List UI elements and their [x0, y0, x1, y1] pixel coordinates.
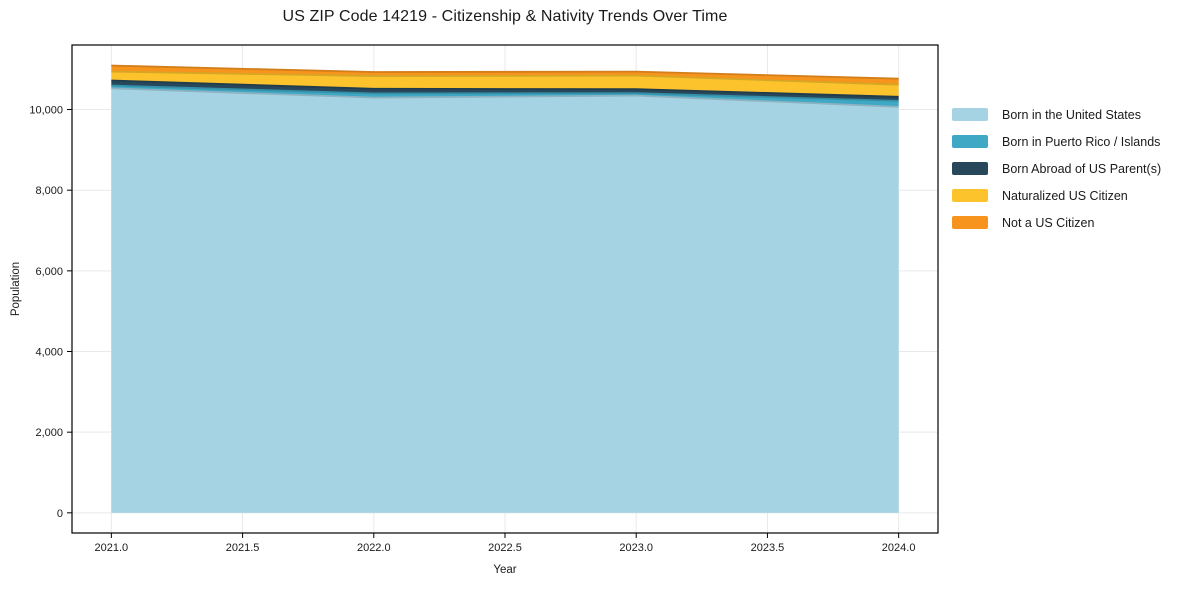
y-tick-label: 4,000: [35, 347, 63, 359]
x-tick-label: 2022.5: [488, 542, 522, 554]
y-tick-label: 0: [57, 508, 63, 520]
area-edge-series-2: [111, 79, 899, 98]
legend-swatch-icon: [952, 108, 988, 121]
legend-item-0: Born in the United States: [952, 101, 1161, 128]
area-series-2: [111, 80, 899, 101]
x-tick-label: 2022.0: [357, 542, 391, 554]
y-axis-label: Population: [10, 261, 22, 317]
y-tick-label: 10,000: [29, 105, 63, 117]
x-tick-label: 2023.0: [619, 542, 653, 554]
x-tick-label: 2021.5: [226, 542, 260, 554]
legend-swatch-icon: [952, 216, 988, 229]
area-edge-series-1: [111, 84, 899, 102]
legend-swatch-icon: [952, 189, 988, 202]
y-tick-label: 6,000: [35, 266, 63, 278]
area-edge-series-3: [111, 70, 899, 86]
area-series-0: [111, 88, 899, 513]
y-tick-label: 2,000: [35, 427, 63, 439]
legend-item-2: Born Abroad of US Parent(s): [952, 155, 1161, 182]
legend-label: Born in Puerto Rico / Islands: [1002, 134, 1161, 149]
chart-title: US ZIP Code 14219 - Citizenship & Nativi…: [282, 8, 728, 25]
legend-item-4: Not a US Citizen: [952, 209, 1161, 236]
x-tick-label: 2023.5: [751, 542, 785, 554]
area-edge-series-0: [111, 87, 899, 108]
legend-label: Born Abroad of US Parent(s): [1002, 161, 1162, 176]
area-edge-series-4: [111, 64, 899, 80]
legend: Born in the United States Born in Puerto …: [952, 101, 1161, 236]
x-tick-label: 2024.0: [882, 542, 916, 554]
legend-swatch-icon: [952, 162, 988, 175]
legend-label: Naturalized US Citizen: [1002, 188, 1128, 203]
x-axis-label: Year: [493, 564, 517, 576]
legend-swatch-icon: [952, 135, 988, 148]
legend-label: Born in the United States: [1002, 107, 1141, 122]
legend-label: Not a US Citizen: [1002, 215, 1095, 230]
legend-item-3: Naturalized US Citizen: [952, 182, 1161, 209]
x-tick-label: 2021.0: [95, 542, 129, 554]
y-tick-label: 8,000: [35, 185, 63, 197]
legend-item-1: Born in Puerto Rico / Islands: [952, 128, 1161, 155]
